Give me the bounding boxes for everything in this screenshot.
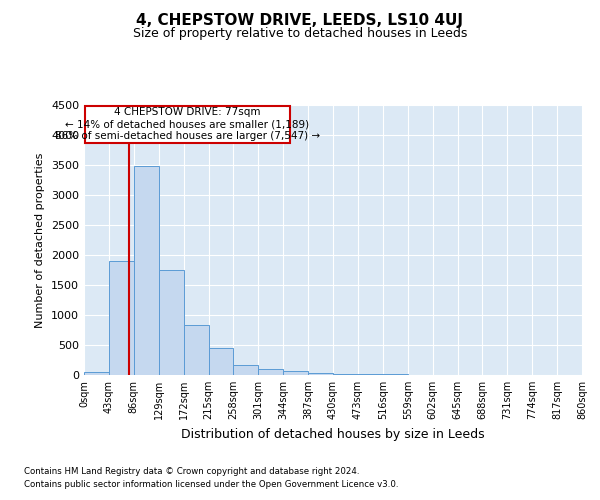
Text: 4, CHEPSTOW DRIVE, LEEDS, LS10 4UJ: 4, CHEPSTOW DRIVE, LEEDS, LS10 4UJ <box>137 12 464 28</box>
Text: ← 14% of detached houses are smaller (1,189): ← 14% of detached houses are smaller (1,… <box>65 119 310 129</box>
Bar <box>159 270 184 375</box>
Bar <box>283 372 308 375</box>
Bar <box>134 166 159 375</box>
Text: 4 CHEPSTOW DRIVE: 77sqm: 4 CHEPSTOW DRIVE: 77sqm <box>114 108 260 118</box>
Bar <box>358 374 383 375</box>
Bar <box>308 372 333 375</box>
Bar <box>383 374 408 375</box>
Bar <box>233 364 259 375</box>
Text: 86% of semi-detached houses are larger (7,547) →: 86% of semi-detached houses are larger (… <box>55 131 320 141</box>
Bar <box>184 325 209 375</box>
Bar <box>333 374 358 375</box>
Bar <box>582 372 600 375</box>
X-axis label: Distribution of detached houses by size in Leeds: Distribution of detached houses by size … <box>181 428 485 440</box>
Bar <box>109 261 134 375</box>
Bar <box>85 106 290 143</box>
Bar <box>84 372 109 375</box>
Bar <box>259 369 283 375</box>
Text: Contains public sector information licensed under the Open Government Licence v3: Contains public sector information licen… <box>24 480 398 489</box>
Text: Size of property relative to detached houses in Leeds: Size of property relative to detached ho… <box>133 28 467 40</box>
Text: Contains HM Land Registry data © Crown copyright and database right 2024.: Contains HM Land Registry data © Crown c… <box>24 467 359 476</box>
Bar <box>209 348 233 375</box>
Y-axis label: Number of detached properties: Number of detached properties <box>35 152 46 328</box>
